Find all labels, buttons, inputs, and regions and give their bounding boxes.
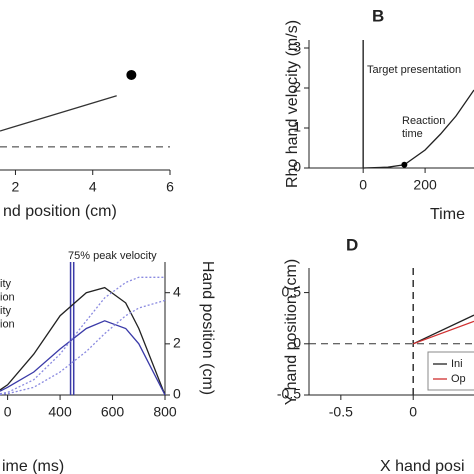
annotation: Reaction [402,115,445,127]
y-tick-label: 0 [293,334,301,350]
x-axis-label: X hand posi [380,458,465,474]
legend-label: ity [0,278,12,290]
y-tick-label: 0 [293,159,301,175]
x-tick-label: -0.5 [329,404,353,420]
y-tick-label: 0.5 [282,283,302,299]
x-tick-label: 400 [48,404,72,420]
legend-label: Ini [451,358,463,370]
y-tick-label: 2 [173,335,181,351]
y-tick-label: -0.5 [277,386,301,402]
legend-box [427,351,474,391]
y-axis-label: Y hand position (cm) [283,259,300,405]
y-axis-label: Hand position (cm) [199,261,216,395]
legend-label: ion [0,291,15,303]
legend-label: ion [0,318,15,330]
x-axis-label: nd position (cm) [3,203,117,220]
y-tick-label: 2 [293,79,301,95]
annotation: Target presentation [367,64,461,76]
data-line [363,89,474,169]
x-axis-label: Time [430,206,465,223]
annotation: 75% peak velocity [68,250,157,262]
panel: 2 4 6 nd position (cm) [0,69,174,220]
y-tick-label: 0 [173,386,181,402]
data-line [0,276,165,395]
x-tick-label: 200 [413,177,437,193]
x-tick-label: 6 [166,179,174,195]
x-tick-label: 4 [89,179,97,195]
x-tick-label: 0 [359,177,367,193]
data-line [0,320,166,396]
y-tick-label: 3 [293,39,301,55]
data-line [0,286,166,396]
y-tick-label: 1 [293,119,301,135]
x-axis-label: ime (ms) [2,458,64,474]
data-line [0,299,166,396]
x-tick-label: 800 [153,404,177,420]
data-point [401,161,408,168]
legend-label: ity [0,305,12,317]
y-axis-label: Rho hand velocity (m/s) [284,20,301,188]
panel: 0 400 600 800 0 2 4 ime (ms) Hand position (cm) 7… [0,250,216,474]
data-line [412,320,474,345]
legend-label: Op [451,373,466,385]
x-tick-label: 0 [4,404,12,420]
x-tick-label: 2 [12,179,20,195]
data-line [0,95,117,132]
panel: 020040123TimeRho hand velocity (m/s)BTar… [284,6,474,223]
panel-title: D [346,235,358,254]
x-tick-label: 600 [101,404,125,420]
panel: -0.5 0 -0.5 0 0.5 X hand posi Y hand position … [277,235,474,474]
data-point [126,69,137,80]
data-line [412,314,474,345]
x-tick-label: 0 [409,404,417,420]
y-tick-label: 4 [173,283,181,299]
annotation: time [402,128,423,140]
panel-title: B [372,6,384,25]
